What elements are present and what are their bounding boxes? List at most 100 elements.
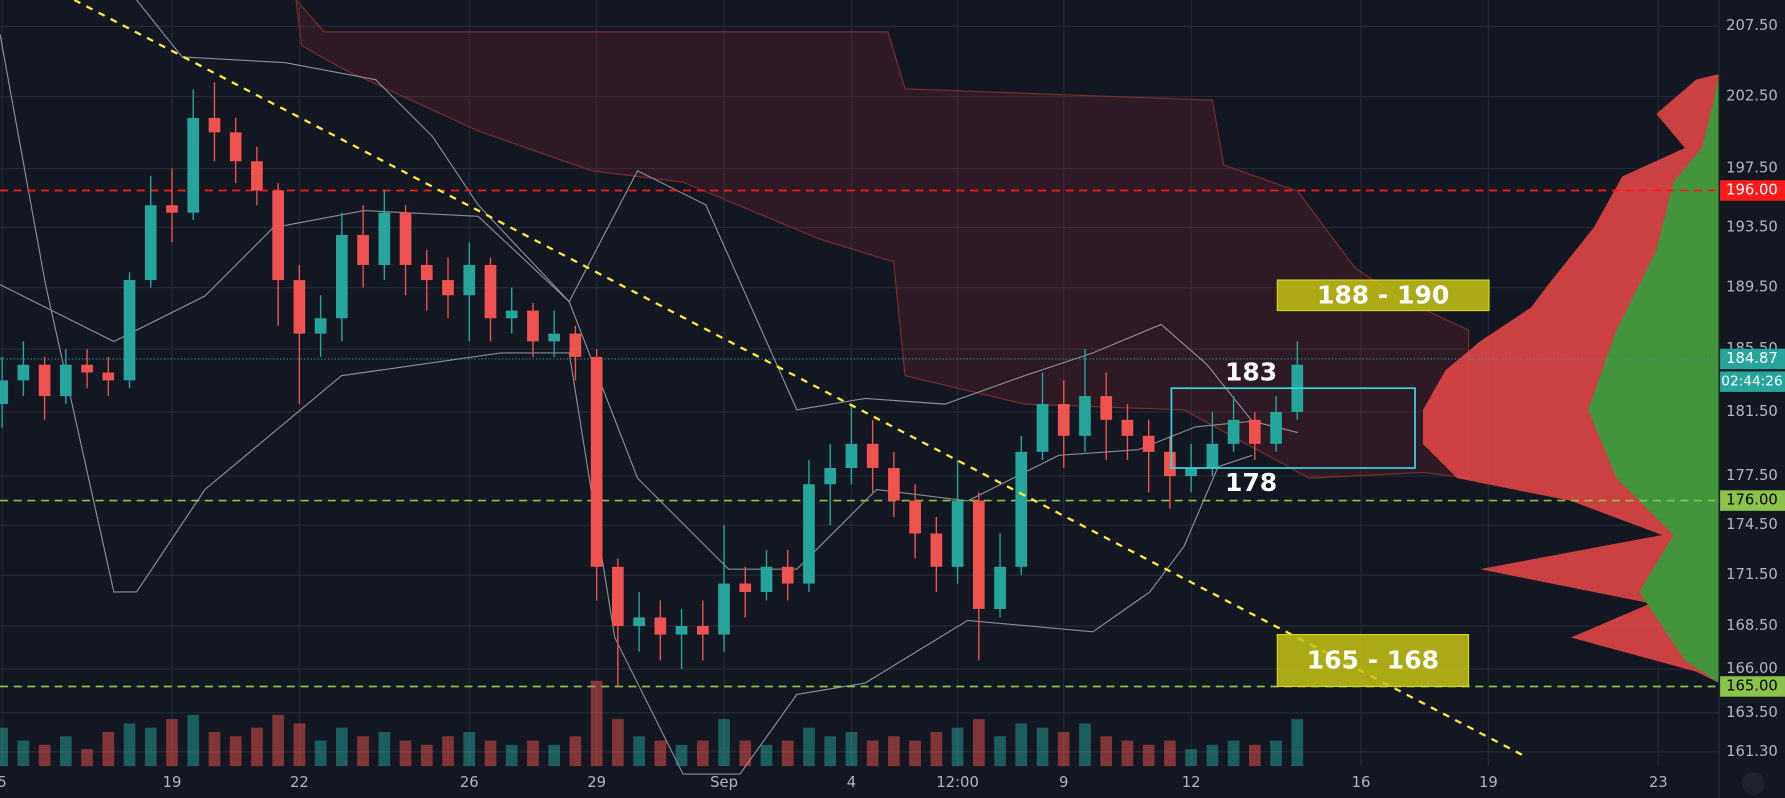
candle-body (845, 443, 858, 469)
candle-body (1100, 396, 1113, 420)
candle-body (824, 468, 837, 485)
candle-body (1164, 451, 1176, 477)
candle-body (1227, 419, 1240, 444)
x-tick-label: 19 (163, 774, 182, 791)
y-tick-label: 174.50 (1726, 516, 1778, 533)
y-tick-label: 168.50 (1726, 617, 1778, 634)
volume-profile-buy (1588, 73, 1719, 684)
volume-bar (1036, 727, 1049, 767)
x-tick-label: 19 (1479, 774, 1498, 791)
x-tick-label: 12 (1182, 774, 1201, 791)
x-tick-label: 29 (587, 774, 606, 791)
candle-body (314, 318, 327, 334)
x-tick-label: 23 (1649, 774, 1668, 791)
candle-body (994, 566, 1006, 609)
volume-bar (166, 719, 178, 767)
x-tick-label: 26 (460, 774, 479, 791)
candle-body (633, 617, 645, 627)
y-tick-label: 207.50 (1726, 17, 1778, 34)
candle-body (38, 364, 51, 397)
volume-bar (442, 736, 454, 767)
volume-bar (314, 740, 327, 767)
volume-bar (187, 714, 200, 767)
candle-body (0, 380, 8, 404)
range-top-label: 183 (1225, 357, 1277, 386)
candles (0, 82, 1304, 687)
candle-body (803, 484, 815, 584)
range-box (1170, 387, 1416, 469)
volume-bar (1248, 744, 1261, 767)
volume-bar (123, 723, 136, 767)
candle-body (718, 583, 730, 635)
volume-bar (888, 736, 900, 767)
x-tick-label: Sep (710, 774, 738, 791)
volume-bar (293, 723, 306, 767)
y-tick-label: 189.50 (1726, 279, 1778, 296)
auto-scale-button[interactable] (1741, 771, 1765, 795)
annotations: 188 - 190 165 - 168 183 178 (73, 0, 1528, 759)
candle-body (102, 372, 115, 381)
candle-body (696, 626, 709, 635)
candle-body (675, 626, 688, 635)
zone-box (1276, 279, 1490, 312)
y-tick-label: 202.50 (1726, 88, 1778, 105)
price-tag (1720, 348, 1785, 370)
x-tick-label: 5 (0, 774, 7, 791)
volume-bar (229, 736, 242, 767)
candle-body (484, 264, 497, 319)
volume-bar (1121, 740, 1134, 767)
candle-body (81, 364, 93, 373)
candle-body (548, 333, 561, 342)
volume-bar (590, 680, 603, 767)
x-tick-label: 12:00 (936, 774, 979, 791)
volume-bar (675, 744, 688, 767)
candle-body (1036, 403, 1049, 452)
volume-bar (399, 740, 412, 767)
volume-bar (81, 749, 93, 767)
candle-body (357, 234, 369, 265)
candle-body (442, 280, 454, 296)
x-tick-label: 9 (1059, 774, 1068, 791)
candle-body (187, 117, 200, 213)
candle-body (420, 264, 433, 281)
candle-body (166, 205, 178, 213)
candle-body (654, 617, 667, 635)
x-tick-label: 4 (847, 774, 856, 791)
candle-body (866, 443, 879, 469)
candle-body (972, 500, 985, 609)
candle-body (378, 212, 391, 265)
volume-bar (1291, 719, 1304, 767)
volume-profile-sell (1422, 73, 1719, 684)
x-tick-label: 16 (1352, 774, 1371, 791)
volume-bar (102, 731, 115, 767)
volume-bar (38, 744, 51, 767)
candle-body (760, 566, 773, 593)
volume-bar (951, 727, 964, 767)
candle-body (951, 500, 964, 567)
price-tag-label: 176.00 (1726, 492, 1778, 509)
countdown: 02:44:26 (1721, 374, 1782, 390)
candle-body (399, 212, 412, 265)
candle-body (1142, 435, 1155, 452)
price-tag (1720, 180, 1785, 201)
candle-body (781, 566, 794, 584)
candle-body (1185, 468, 1197, 477)
volume-bar (1185, 749, 1197, 767)
x-tick-label: 22 (290, 774, 309, 791)
y-tick-label: 161.30 (1726, 743, 1778, 760)
candle-body (293, 280, 306, 334)
countdown-box (1720, 371, 1785, 392)
volume-bar (420, 744, 433, 767)
volume-bar (1227, 740, 1240, 767)
volume-bar (144, 727, 157, 767)
price-tag (1720, 490, 1785, 511)
candle-body (272, 190, 284, 281)
volume-bar (1206, 744, 1219, 767)
volume-bar (972, 719, 985, 767)
volume-bar (17, 740, 30, 767)
volume-bar (824, 736, 837, 767)
y-tick-label: 181.50 (1726, 403, 1778, 420)
zone-box (1276, 633, 1470, 688)
candle-body (59, 364, 72, 397)
volume-bar (1164, 740, 1176, 767)
